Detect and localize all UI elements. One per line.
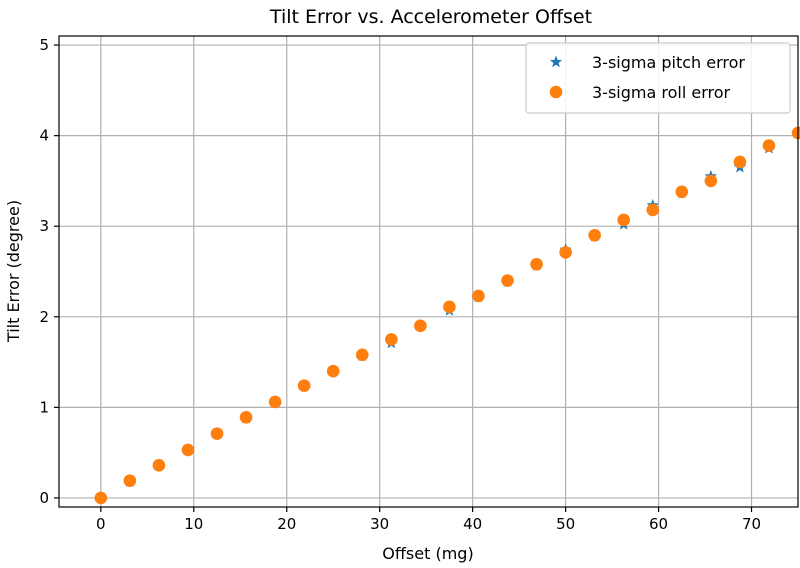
x-tick-label: 50 [556,515,575,533]
y-tick-label: 2 [39,308,49,326]
x-tick-label: 30 [370,515,389,533]
plot-frame [58,35,799,508]
roll-point [472,289,485,303]
x-tick-label: 60 [649,515,668,533]
legend-star-icon [549,55,563,68]
x-tick-label: 10 [184,515,203,533]
y-tick-label: 4 [39,127,49,145]
roll-point [559,246,572,259]
roll-point [94,491,108,505]
legend-circle-icon [549,85,563,99]
y-tick-label: 0 [39,489,49,507]
x-tick-label: 70 [742,515,761,533]
roll-point [152,459,166,472]
roll-point [617,213,631,227]
roll-point [268,395,282,409]
roll-point [530,257,543,271]
y-axis-label: Tilt Error (degree) [4,200,23,343]
roll-point [675,185,689,199]
roll-point [123,474,137,488]
roll-point [355,348,369,362]
roll-point [297,379,311,392]
roll-point [181,443,195,457]
roll-point [762,139,776,152]
roll-point [210,427,224,440]
y-tick-label: 1 [39,398,49,416]
axis-ticks: 0 10 20 30 40 50 60 70 0 1 2 3 4 5 [39,36,761,533]
chart-title: Tilt Error vs. Accelerometer Offset [269,6,592,28]
roll-point [588,228,601,242]
roll-point [239,411,253,424]
x-tick-label: 40 [463,515,482,533]
x-axis-label: Offset (mg) [382,544,473,563]
roll-point [385,333,398,346]
grid-lines [59,36,798,507]
legend-marker-pitch [549,55,563,68]
legend-label-pitch: 3-sigma pitch error [592,53,745,72]
roll-point [501,274,514,287]
plot-series [94,126,800,505]
y-tick-label: 3 [39,217,49,235]
roll-point [704,174,718,188]
roll-point [646,203,660,217]
roll-point [733,155,747,169]
roll-point [326,364,340,378]
legend: 3-sigma pitch error 3-sigma roll error [525,42,791,114]
y-tick-label: 5 [39,36,49,54]
x-tick-label: 20 [277,515,296,533]
roll-point [443,300,456,314]
x-tick-label: 0 [96,515,106,533]
legend-box [525,42,791,114]
series-roll [94,126,800,505]
roll-point [414,319,427,333]
legend-marker-roll [549,85,563,99]
legend-label-roll: 3-sigma roll error [592,83,731,102]
